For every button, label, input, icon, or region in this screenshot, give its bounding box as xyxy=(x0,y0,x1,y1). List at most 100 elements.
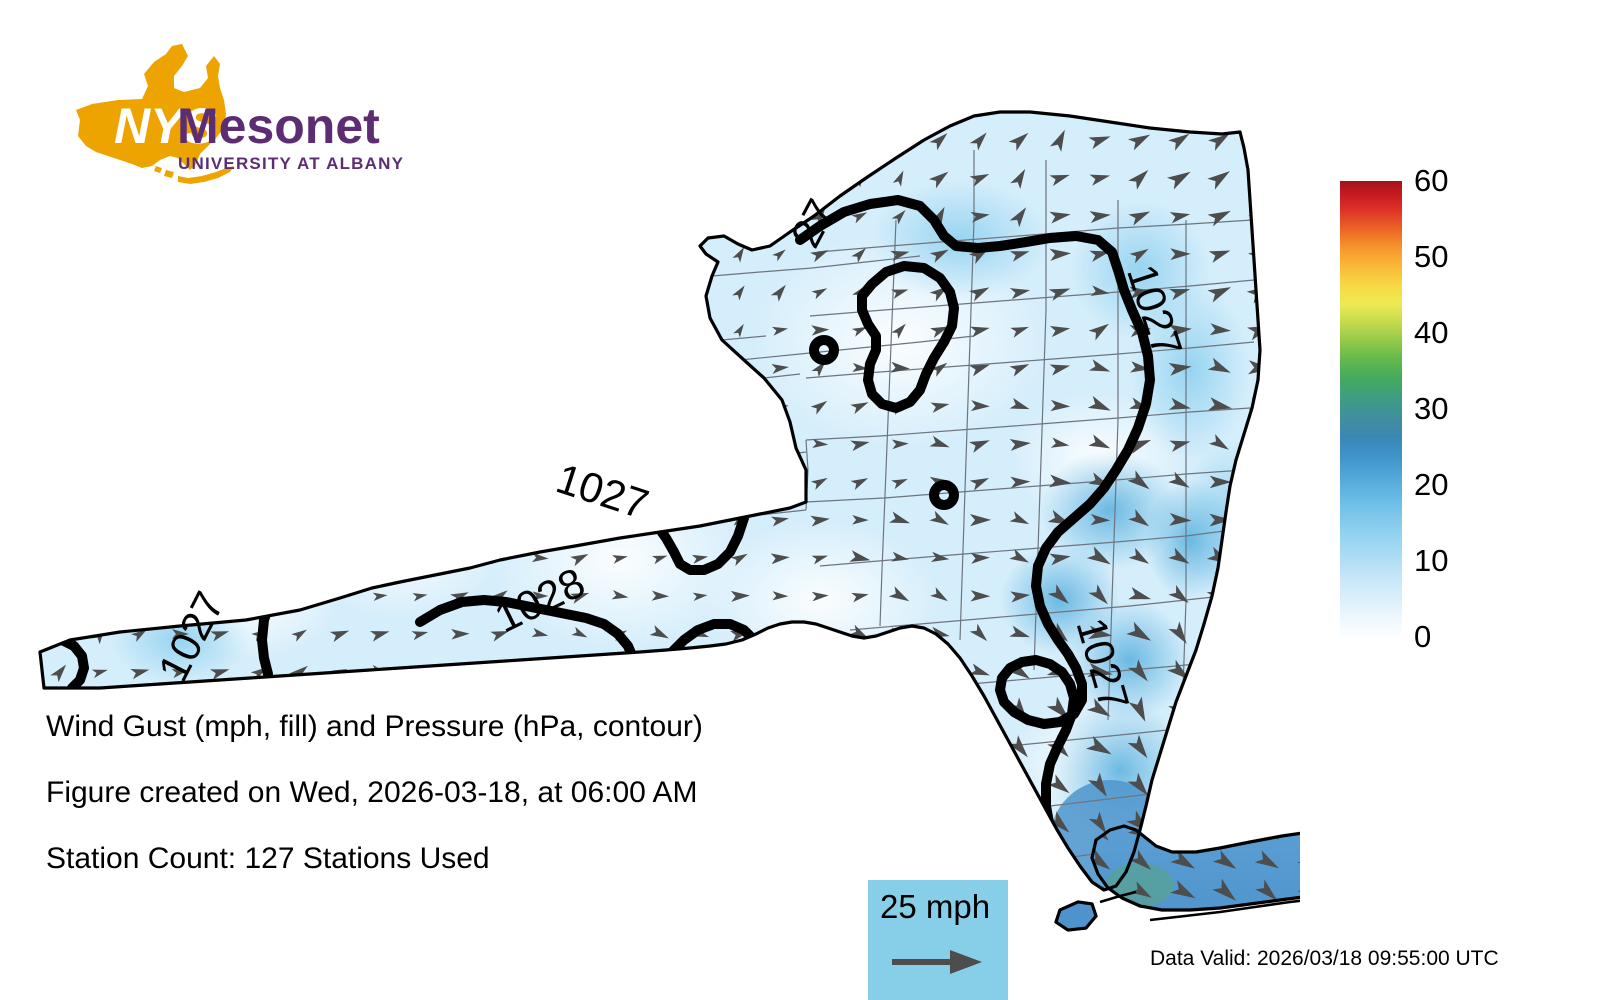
wind-arrow-icon xyxy=(51,398,65,415)
wind-arrow-icon xyxy=(650,363,668,377)
wind-arrow-icon xyxy=(1009,511,1030,525)
wind-arrow-icon xyxy=(1207,133,1230,151)
long-island-outline xyxy=(1090,824,1300,912)
wind-arrow-icon xyxy=(410,476,427,491)
wind-arrow-icon xyxy=(55,361,63,375)
wind-arrow-icon xyxy=(1246,508,1260,526)
wind-arrow-icon xyxy=(132,515,146,528)
wind-arrow-icon xyxy=(1207,171,1230,190)
wind-arrow-icon xyxy=(652,516,667,527)
wind-arrow-icon xyxy=(176,245,186,263)
wind-arrow-icon xyxy=(254,246,264,262)
wind-arrow-icon xyxy=(53,513,64,528)
wind-arrow-icon xyxy=(1168,471,1190,488)
wind-arrow-icon xyxy=(534,131,545,148)
wind-arrow-icon xyxy=(969,514,992,527)
wind-arrow-icon xyxy=(532,402,548,411)
wind-arrow-icon xyxy=(490,631,509,642)
wind-arrow-icon xyxy=(970,590,991,602)
colorbar-tick-60: 60 xyxy=(1414,163,1449,198)
wind-arrow-icon xyxy=(968,287,990,302)
wind-arrow-icon xyxy=(174,133,183,148)
wind-arrow-icon xyxy=(1050,399,1071,412)
wind-arrow-icon xyxy=(454,247,463,262)
wind-arrow-icon xyxy=(1092,849,1111,870)
wind-arrow-icon xyxy=(887,776,912,790)
wind-arrow-icon xyxy=(930,326,949,339)
wind-arrow-icon xyxy=(293,245,303,263)
wind-arrow-icon xyxy=(612,211,626,224)
wind-arrow-icon xyxy=(1207,809,1228,836)
wind-arrow-icon xyxy=(732,400,745,414)
wind-arrow-icon xyxy=(891,323,906,339)
wind-arrow-icon xyxy=(332,552,346,566)
wind-arrow-icon xyxy=(333,132,343,149)
wind-arrow-icon xyxy=(172,322,185,339)
wind-arrow-icon xyxy=(1087,772,1107,797)
wind-arrow-icon xyxy=(812,438,829,449)
wind-arrow-icon xyxy=(1129,881,1152,898)
gust-blob-medium xyxy=(240,438,360,522)
wind-arrow-icon xyxy=(609,662,630,677)
wind-arrow-icon xyxy=(572,325,586,337)
wind-arrow-icon xyxy=(372,399,385,415)
wind-arrow-icon xyxy=(772,171,785,187)
wind-arrow-icon xyxy=(1049,174,1070,187)
wind-arrow-icon xyxy=(1169,513,1192,526)
wind-arrow-icon xyxy=(136,284,146,300)
wind-arrow-icon xyxy=(969,132,987,151)
wind-arrow-icon xyxy=(852,362,869,373)
wind-arrow-icon xyxy=(374,283,385,301)
wind-arrow-icon xyxy=(532,172,545,186)
wind-arrow-icon xyxy=(136,133,144,147)
wind-arrow-icon xyxy=(651,590,670,601)
wind-arrow-icon xyxy=(413,210,425,224)
wind-speed-legend: 25 mph xyxy=(868,880,1008,1000)
wind-arrow-icon xyxy=(969,440,990,453)
wind-arrow-icon xyxy=(53,323,64,339)
wind-arrow-icon xyxy=(452,210,466,224)
wind-arrow-icon xyxy=(1248,550,1260,563)
wind-arrow-icon xyxy=(811,555,828,565)
wind-arrow-icon xyxy=(412,285,425,301)
wind-arrow-icon xyxy=(1168,133,1190,151)
wind-arrow-icon xyxy=(892,130,903,150)
wind-arrow-icon xyxy=(50,477,68,491)
colorbar-tick-10: 10 xyxy=(1414,543,1449,578)
wind-arrow-icon xyxy=(530,249,548,263)
wind-arrow-icon xyxy=(1209,323,1231,336)
wind-arrow-icon xyxy=(216,246,225,261)
wind-arrow-icon xyxy=(134,247,143,262)
wind-arrow-icon xyxy=(691,476,709,486)
gust-blob-medium xyxy=(350,412,490,508)
wind-arrow-icon xyxy=(1089,174,1111,186)
wind-arrow-icon xyxy=(573,131,584,149)
wind-arrow-icon xyxy=(96,133,107,149)
atlantic-coast-line xyxy=(1149,899,1300,922)
wind-arrow-icon xyxy=(1088,136,1111,150)
wind-arrow-icon xyxy=(1206,621,1231,642)
wind-arrow-icon xyxy=(1008,132,1029,151)
wind-arrow-icon xyxy=(811,628,830,639)
wind-arrow-icon xyxy=(450,515,468,529)
wind-arrow-icon xyxy=(615,132,624,147)
wind-arrow-icon xyxy=(451,477,467,490)
contour-ring-small-central xyxy=(929,480,959,510)
wind-arrow-icon xyxy=(970,211,990,223)
wind-arrow-icon xyxy=(96,246,105,262)
wind-arrow-icon xyxy=(652,324,665,338)
wind-arrow-icon xyxy=(130,669,150,680)
gust-blob-strong xyxy=(1145,480,1235,600)
wind-arrow-icon xyxy=(1010,326,1029,338)
wind-arrow-icon xyxy=(1088,359,1111,372)
wind-arrow-icon xyxy=(772,477,789,487)
wind-arrow-icon xyxy=(1207,287,1232,303)
wind-arrow-icon xyxy=(812,133,825,149)
wind-arrow-icon xyxy=(731,134,747,149)
wind-arrow-icon xyxy=(570,515,588,528)
wind-arrow-icon xyxy=(1088,625,1113,640)
weather-map[interactable]: 27 1027 1027 1028 1027 1027 xyxy=(0,40,1300,960)
wind-arrow-icon xyxy=(410,402,428,414)
colorbar-tick-20: 20 xyxy=(1414,467,1449,502)
